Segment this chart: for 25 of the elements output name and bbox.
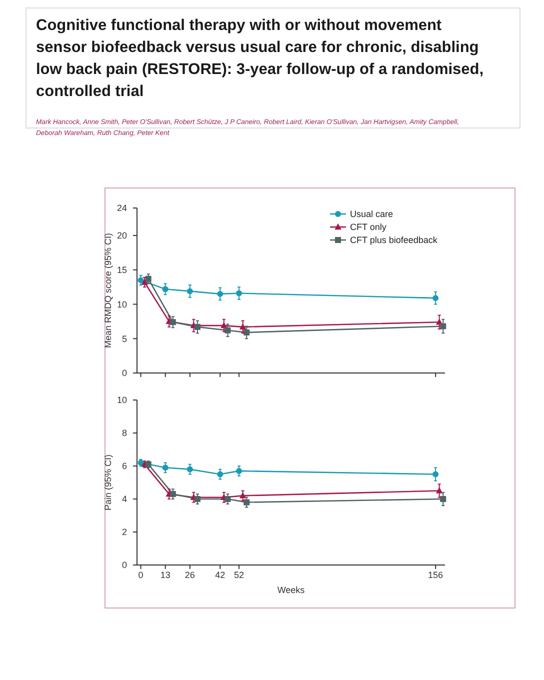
y-tick-label: 15 [116,265,127,276]
y-axis-title: Mean RMDQ score (95% CI) [103,232,113,348]
y-tick-label: 24 [116,203,127,214]
y-tick-label: 10 [116,395,127,406]
y-tick-label: 8 [122,428,127,438]
x-tick-label: 26 [184,570,195,580]
x-tick-label: 52 [234,570,244,580]
y-tick-label: 4 [122,494,127,504]
legend-label: Usual care [350,209,394,220]
x-axis-title: Weeks [277,585,306,595]
y-tick-label: 0 [122,368,127,378]
y-tick-label: 6 [122,461,127,472]
legend-label: CFT plus biofeedback [350,235,438,246]
chart-title: Cognitive functional therapy with or without movement sensor biofeedback versus usual care for chronic, disabling low back pain (RESTORE): 3-year follow-up of a randomised, controlled trial [36,17,484,100]
x-tick-label: 156 [428,570,444,580]
x-tick-label: 13 [160,570,170,580]
y-axis-title: Pain (95% CI) [103,454,113,511]
x-tick-label: 42 [215,570,226,580]
y-tick-label: 5 [122,334,127,344]
y-tick-label: 2 [122,527,127,538]
x-tick-label: 0 [138,570,144,580]
y-tick-label: 10 [116,299,127,310]
y-tick-label: 20 [116,230,127,241]
legend-label: CFT only [350,222,387,232]
y-tick-label: 0 [122,560,127,570]
